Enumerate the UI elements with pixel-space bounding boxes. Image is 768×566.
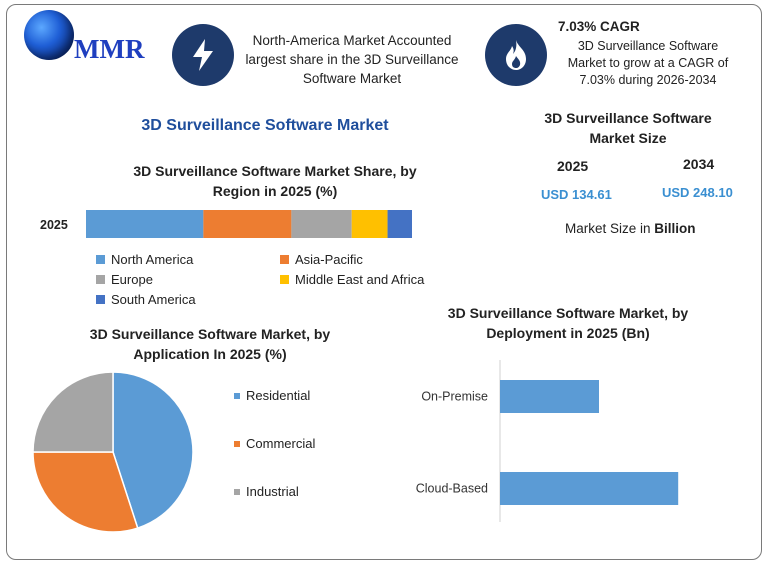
region-legend-item: Europe [96, 272, 153, 287]
market-size-year-2025: 2025 [557, 158, 589, 174]
legend-swatch [234, 392, 240, 399]
share-note: North-America Market Accounted largest s… [232, 31, 472, 88]
pie-slice [32, 451, 139, 533]
globe-logo-icon [24, 10, 74, 60]
legend-label: Europe [111, 272, 153, 287]
market-size-title-line: 3D Surveillance Software [544, 110, 712, 126]
region-bar-segment [291, 210, 352, 238]
legend-swatch [96, 275, 105, 284]
legend-swatch [234, 488, 240, 495]
application-chart-title-line: Application In 2025 (%) [133, 346, 287, 362]
region-bar-segment [387, 210, 412, 238]
flame-icon [485, 24, 547, 86]
region-bar-segment [86, 210, 204, 238]
legend-swatch [96, 295, 105, 304]
application-chart-title: 3D Surveillance Software Market, by Appl… [60, 324, 360, 364]
region-legend-item: North America [96, 252, 193, 267]
legend-swatch [280, 255, 289, 264]
market-size-value-2025: USD 134.61 [541, 187, 612, 202]
pie-legend-item: Industrial [234, 484, 299, 499]
pie-slice [112, 371, 194, 530]
unit-note-prefix: Market Size in [565, 221, 655, 236]
cagr-note-line: 3D Surveillance Software [577, 39, 719, 53]
pie-slice [32, 371, 114, 453]
legend-label: Asia-Pacific [295, 252, 363, 267]
legend-label: South America [111, 292, 196, 307]
share-note-line: North-America Market Accounted [252, 33, 452, 48]
unit-note-bold: Billion [654, 221, 696, 236]
pie-legend-item: Commercial [234, 436, 315, 451]
deployment-bar [500, 472, 679, 505]
legend-swatch [96, 255, 105, 264]
region-legend-item: Asia-Pacific [280, 252, 363, 267]
legend-label: Industrial [246, 484, 299, 499]
market-size-title: 3D Surveillance Software Market Size [528, 108, 728, 148]
region-chart-title-line: Region in 2025 (%) [212, 183, 338, 199]
deployment-category-label: On-Premise [421, 390, 488, 404]
flame-glyph [506, 40, 526, 70]
market-size-unit-note: Market Size in Billion [565, 221, 696, 236]
cagr-note: 3D Surveillance Software Market to grow … [548, 38, 748, 89]
deployment-chart-title: 3D Surveillance Software Market, by Depl… [418, 303, 718, 343]
main-title: 3D Surveillance Software Market [141, 117, 389, 134]
region-bar-segment [351, 210, 388, 238]
market-size-value-2034: USD 248.10 [662, 185, 733, 200]
lightning-bolt-glyph [193, 39, 213, 71]
logo-text: MMR [74, 34, 145, 64]
deployment-chart-title-line: Deployment in 2025 (Bn) [486, 325, 650, 341]
legend-label: Middle East and Africa [295, 272, 425, 287]
pie-legend-item: Residential [234, 388, 310, 403]
region-chart-title-line: 3D Surveillance Software Market Share, b… [133, 163, 417, 179]
legend-label: Residential [246, 388, 311, 403]
application-chart-title-line: 3D Surveillance Software Market, by [89, 326, 331, 342]
lightning-bolt-icon [172, 24, 234, 86]
region-bar-segment [203, 210, 292, 238]
deployment-chart-title-line: 3D Surveillance Software Market, by [447, 305, 689, 321]
cagr-note-line: 7.03% during 2026-2034 [579, 73, 717, 87]
share-note-line: largest share in the 3D Surveillance [245, 52, 459, 67]
region-bar-year-label: 2025 [40, 218, 68, 232]
cagr-title: 7.03% CAGR [558, 19, 640, 34]
deployment-category-label: Cloud-Based [416, 482, 488, 496]
legend-label: North America [111, 252, 194, 267]
cagr-note-line: Market to grow at a CAGR of [567, 56, 729, 70]
share-note-line: Software Market [302, 71, 402, 86]
deployment-bar [500, 380, 599, 413]
region-legend-item: South America [96, 292, 196, 307]
region-chart-title: 3D Surveillance Software Market Share, b… [100, 161, 450, 201]
market-size-year-2034: 2034 [683, 156, 715, 172]
legend-label: Commercial [246, 436, 316, 451]
market-size-title-line: Market Size [589, 130, 667, 146]
region-legend-item: Middle East and Africa [280, 272, 424, 287]
legend-swatch [234, 440, 240, 447]
legend-swatch [280, 275, 289, 284]
